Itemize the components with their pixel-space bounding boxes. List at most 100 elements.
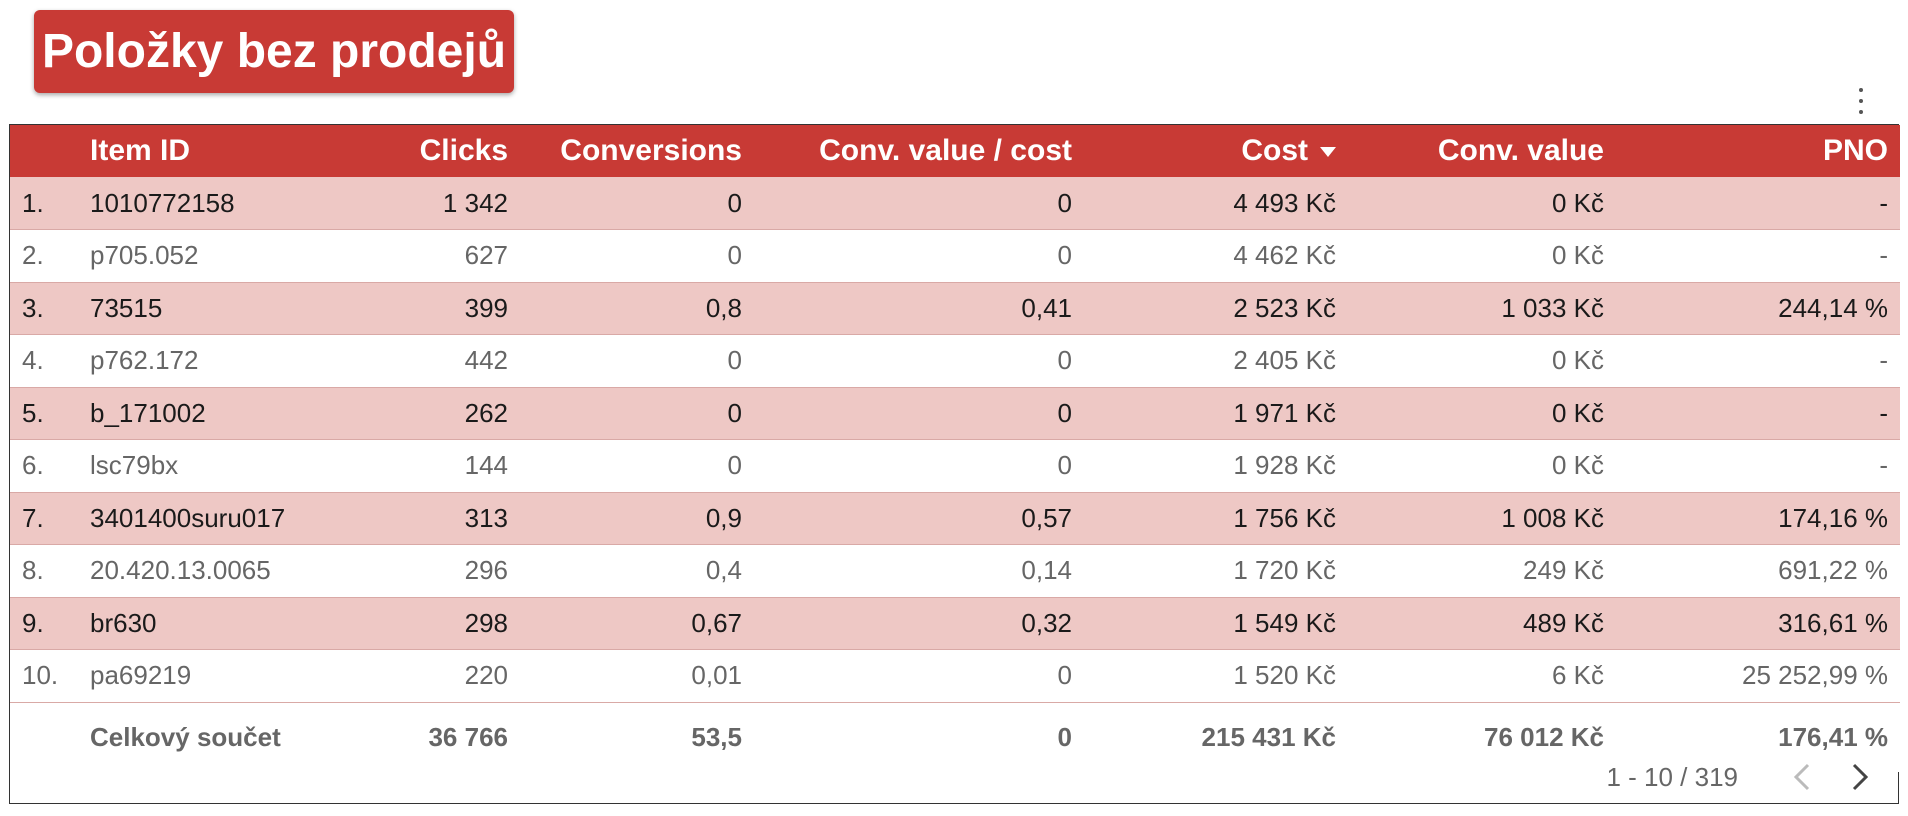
totals-label: Celkový součet: [90, 721, 281, 752]
header-clicks[interactable]: Clicks: [419, 134, 508, 167]
cell-conv-value: 0 Kč: [1348, 177, 1616, 230]
cell-idx: 9.: [10, 597, 78, 650]
cell-conv-value-cost: 0,57: [754, 492, 1084, 545]
cell-cost: 2 405 Kč: [1084, 334, 1348, 388]
header-conv-value[interactable]: Conv. value: [1437, 134, 1604, 167]
cell-cost: 4 462 Kč: [1084, 229, 1348, 283]
cell-conv-value-cost: 0,41: [754, 282, 1084, 335]
dot: [1859, 88, 1863, 92]
cell-pno: -: [1616, 387, 1900, 440]
cell-clicks: 262: [378, 387, 520, 440]
header-conv-value-cost[interactable]: Conv. value / cost: [819, 134, 1072, 167]
cell-cost: 1 520 Kč: [1084, 649, 1348, 703]
cell-conversions: 0,8: [520, 282, 754, 335]
cell-cost: 2 523 Kč: [1084, 282, 1348, 335]
cell-cost: 1 720 Kč: [1084, 544, 1348, 598]
cell-clicks: 144: [378, 439, 520, 493]
table-row[interactable]: 9. br630 298 0,67 0,32 1 549 Kč 489 Kč 316,61 %: [10, 597, 1900, 650]
table-row[interactable]: 1. 1010772158 1 342 0 0 4 493 Kč 0 Kč -: [10, 177, 1900, 230]
pagination: 1 - 10 / 319: [1298, 751, 1898, 803]
cell-conv-value-cost: 0: [754, 177, 1084, 230]
cell-cost: 1 971 Kč: [1084, 387, 1348, 440]
table-row[interactable]: 4. p762.172 442 0 0 2 405 Kč 0 Kč -: [10, 334, 1900, 388]
cell-item-id: b_171002: [78, 387, 378, 440]
cell-conv-value: 0 Kč: [1348, 334, 1616, 388]
cell-idx: 5.: [10, 387, 78, 440]
header-conversions[interactable]: Conversions: [560, 134, 742, 167]
totals-index: [10, 702, 78, 772]
cell-clicks: 313: [378, 492, 520, 545]
cell-conversions: 0: [520, 177, 754, 230]
cell-conv-value-cost: 0,32: [754, 597, 1084, 650]
cell-conv-value: 249 Kč: [1348, 544, 1616, 598]
cell-conversions: 0,67: [520, 597, 754, 650]
totals-clicks: 36 766: [428, 721, 508, 752]
table-row[interactable]: 2. p705.052 627 0 0 4 462 Kč 0 Kč -: [10, 229, 1900, 283]
totals-conv-value: 76 012 Kč: [1484, 721, 1604, 752]
items-table: Item ID Clicks Conversions Conv. value /…: [9, 124, 1900, 804]
cell-pno: -: [1616, 229, 1900, 283]
cell-cost: 1 549 Kč: [1084, 597, 1348, 650]
cell-pno: -: [1616, 177, 1900, 230]
cell-pno: -: [1616, 334, 1900, 388]
cell-conv-value-cost: 0: [754, 649, 1084, 703]
cell-conversions: 0: [520, 229, 754, 283]
previous-page-icon[interactable]: [1782, 757, 1822, 797]
cell-conversions: 0: [520, 439, 754, 493]
cell-pno: 25 252,99 %: [1616, 649, 1900, 703]
cell-cost: 1 928 Kč: [1084, 439, 1348, 493]
totals-conversions: 53,5: [691, 721, 742, 752]
table-row[interactable]: 8. 20.420.13.0065 296 0,4 0,14 1 720 Kč 249 Kč…: [10, 544, 1900, 598]
table-row[interactable]: 10. pa69219 220 0,01 0 1 520 Kč 6 Kč 25 252,99 …: [10, 649, 1900, 703]
more-options-icon[interactable]: [1855, 88, 1867, 114]
cell-item-id: 73515: [78, 282, 378, 335]
pagination-range: 1 - 10 / 319: [1606, 761, 1738, 792]
table-row[interactable]: 6. lsc79bx 144 0 0 1 928 Kč 0 Kč -: [10, 439, 1900, 493]
cell-idx: 8.: [10, 544, 78, 598]
header-item-id[interactable]: Item ID: [90, 134, 191, 167]
header-pno[interactable]: PNO: [1822, 134, 1888, 167]
next-page-icon[interactable]: [1840, 757, 1880, 797]
cell-cost: 4 493 Kč: [1084, 177, 1348, 230]
cell-conv-value-cost: 0: [754, 334, 1084, 388]
cell-cost: 1 756 Kč: [1084, 492, 1348, 545]
totals-pno: 176,41 %: [1778, 721, 1888, 752]
cell-pno: 174,16 %: [1616, 492, 1900, 545]
cell-pno: 316,61 %: [1616, 597, 1900, 650]
cell-idx: 1.: [10, 177, 78, 230]
cell-conv-value: 1 033 Kč: [1348, 282, 1616, 335]
table-row[interactable]: 7. 3401400suru017 313 0,9 0,57 1 756 Kč 1 008 …: [10, 492, 1900, 545]
cell-conversions: 0,4: [520, 544, 754, 598]
cell-idx: 3.: [10, 282, 78, 335]
cell-conv-value: 0 Kč: [1348, 229, 1616, 283]
dot: [1859, 110, 1863, 114]
totals-conv-value-cost: 0: [1057, 721, 1072, 752]
cell-item-id: lsc79bx: [78, 439, 378, 493]
cell-conv-value-cost: 0: [754, 229, 1084, 283]
cell-clicks: 627: [378, 229, 520, 283]
cell-item-id: 1010772158: [78, 177, 378, 230]
cell-clicks: 399: [378, 282, 520, 335]
cell-conversions: 0,01: [520, 649, 754, 703]
cell-conv-value: 0 Kč: [1348, 439, 1616, 493]
cell-idx: 2.: [10, 229, 78, 283]
cell-conv-value: 1 008 Kč: [1348, 492, 1616, 545]
cell-pno: -: [1616, 439, 1900, 493]
totals-row: Celkový součet 36 766 53,5 0 215 431 Kč …: [10, 702, 1900, 772]
cell-conversions: 0: [520, 387, 754, 440]
totals-cost: 215 431 Kč: [1201, 721, 1336, 752]
cell-conv-value-cost: 0: [754, 439, 1084, 493]
cell-clicks: 296: [378, 544, 520, 598]
table-header-row: Item ID Clicks Conversions Conv. value /…: [10, 125, 1900, 177]
cell-conversions: 0,9: [520, 492, 754, 545]
cell-idx: 7.: [10, 492, 78, 545]
cell-conv-value: 6 Kč: [1348, 649, 1616, 703]
table-row[interactable]: 5. b_171002 262 0 0 1 971 Kč 0 Kč -: [10, 387, 1900, 440]
header-cost[interactable]: Cost: [1084, 125, 1348, 177]
cell-item-id: p705.052: [78, 229, 378, 283]
cell-idx: 10.: [10, 649, 78, 703]
cell-clicks: 298: [378, 597, 520, 650]
cell-item-id: br630: [78, 597, 378, 650]
table-row[interactable]: 3. 73515 399 0,8 0,41 2 523 Kč 1 033 Kč 244,14 …: [10, 282, 1900, 335]
dot: [1859, 99, 1863, 103]
